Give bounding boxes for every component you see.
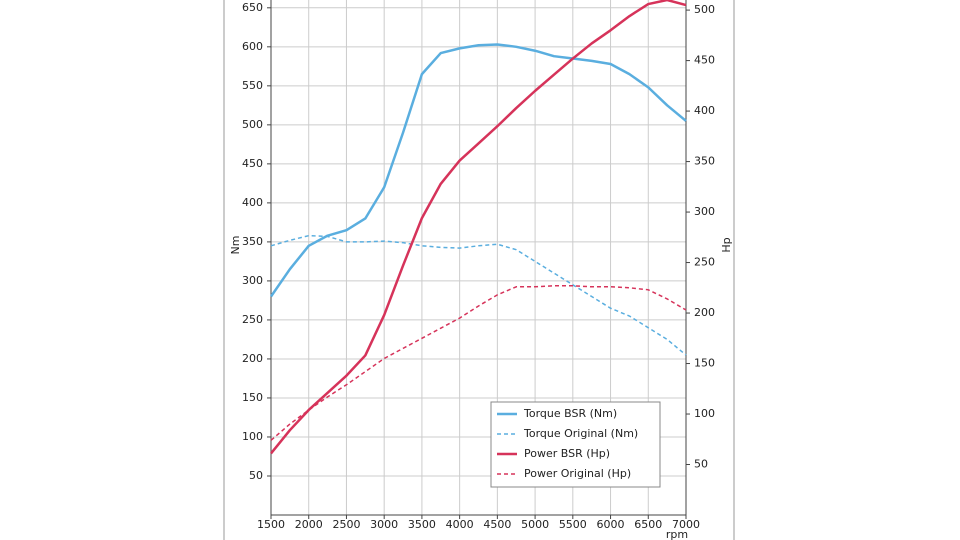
y-tick-label: 150: [242, 391, 263, 404]
x-tick-label: 5500: [559, 518, 587, 531]
y2-tick-label: 350: [694, 155, 715, 168]
x-axis-label: rpm: [666, 528, 688, 540]
y-tick-label: 500: [242, 118, 263, 131]
x-tick-label: 5000: [521, 518, 549, 531]
legend-label: Torque Original (Nm): [523, 427, 638, 440]
y2-tick-label: 250: [694, 256, 715, 269]
y-tick-label: 200: [242, 352, 263, 365]
legend-label: Torque BSR (Nm): [523, 407, 617, 420]
x-tick-label: 1500: [257, 518, 285, 531]
y-tick-label: 350: [242, 235, 263, 248]
x-tick-label: 6500: [634, 518, 662, 531]
y-tick-label: 400: [242, 196, 263, 209]
y2-tick-label: 50: [694, 458, 708, 471]
y2-tick-label: 400: [694, 104, 715, 117]
y2-tick-label: 450: [694, 54, 715, 67]
x-tick-label: 6000: [597, 518, 625, 531]
series-line: [270, 0, 687, 455]
series-line: [269, 43, 687, 298]
x-tick-label: 7000: [672, 518, 700, 531]
y-tick-label: 50: [249, 469, 263, 482]
y2-tick-label: 100: [694, 407, 715, 420]
y-tick-label: 600: [242, 40, 263, 53]
series-line: [270, 234, 687, 356]
legend: Torque BSR (Nm) Torque Original (Nm) Power…: [490, 401, 661, 488]
y-tick-label: 650: [242, 1, 263, 14]
y2-tick-label: 500: [694, 3, 715, 16]
x-tick-label: 4000: [446, 518, 474, 531]
y-tick-label: 250: [242, 313, 263, 326]
legend-box: [490, 401, 661, 488]
x-tick-label: 4500: [483, 518, 511, 531]
legend-label: Power Original (Hp): [524, 467, 631, 480]
series-line: [270, 285, 687, 441]
y2-tick-label: 150: [694, 357, 715, 370]
x-tick-label: 3500: [408, 518, 436, 531]
legend-label: Power BSR (Hp): [524, 447, 610, 460]
y-tick-label: 450: [242, 157, 263, 170]
y-axis-label: Nm: [229, 236, 242, 255]
y-tick-label: 300: [242, 274, 263, 287]
y-tick-label: 550: [242, 79, 263, 92]
x-tick-label: 2000: [295, 518, 323, 531]
x-tick-label: 3000: [370, 518, 398, 531]
y2-tick-label: 200: [694, 306, 715, 319]
y2-axis-label: Hp: [720, 237, 733, 252]
x-tick-label: 2500: [332, 518, 360, 531]
y2-tick-label: 300: [694, 205, 715, 218]
y-tick-label: 100: [242, 430, 263, 443]
